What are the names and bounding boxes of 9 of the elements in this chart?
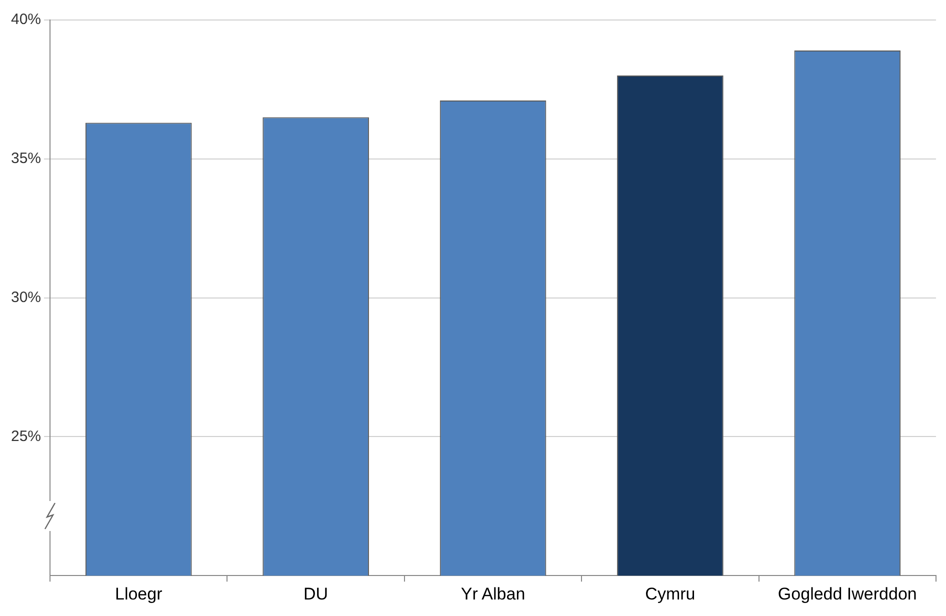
x-tick-label: DU: [304, 584, 328, 604]
x-tick-label: Yr Alban: [460, 584, 526, 604]
y-tick-label: 30%: [10, 288, 42, 306]
y-tick-label: 25%: [10, 428, 42, 445]
y-tick-label: 35%: [10, 150, 42, 168]
y-tick-label: 40%: [10, 11, 42, 28]
x-tick-label: Cymru: [645, 584, 696, 604]
x-tick-label: Gogledd Iwerddon: [778, 584, 917, 604]
x-tick-label: Lloegr: [114, 584, 163, 604]
